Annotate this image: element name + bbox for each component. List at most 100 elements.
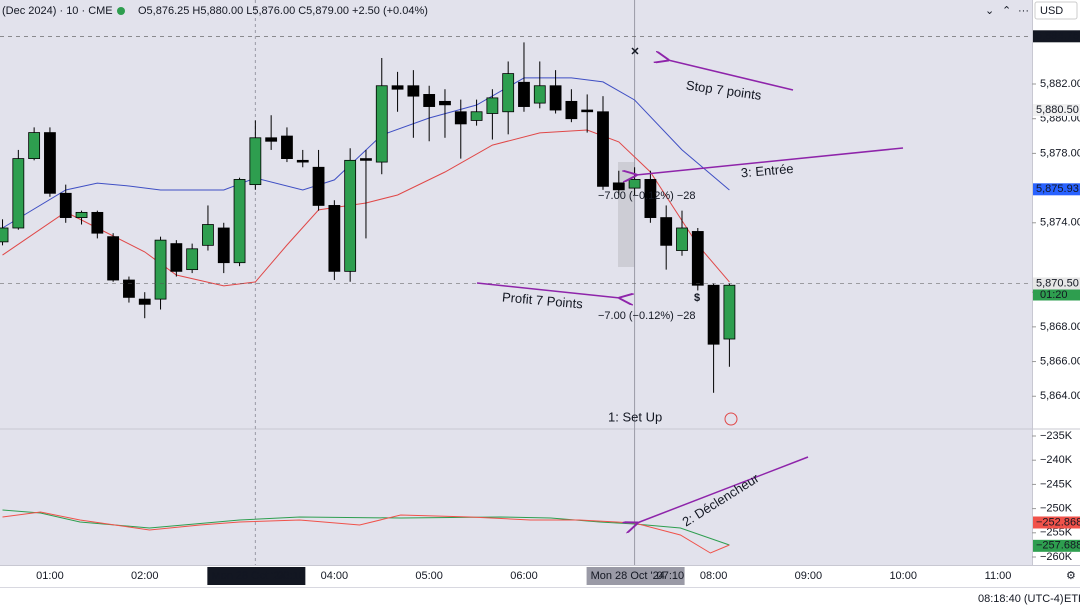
candle-body (486, 97, 499, 114)
candle-body (597, 111, 609, 187)
x-tick-label: 06:00 (510, 570, 538, 582)
dollar-marker: $ (694, 292, 700, 304)
candle-body (628, 179, 641, 189)
price-badge (1033, 516, 1080, 529)
y-tick-label: 5,882.00 (1040, 78, 1080, 90)
candle-body (375, 85, 388, 163)
candle-body (154, 239, 167, 300)
candle-body (676, 227, 688, 251)
price-badge-label: −252.868K (1036, 516, 1080, 528)
crosshair-label-bg (586, 567, 685, 585)
price-badge (1033, 277, 1080, 290)
candle-body (138, 298, 151, 305)
measure-label: −7.00 (−0.12%) −28 (598, 190, 696, 202)
candle-body (518, 81, 530, 107)
candle-body (423, 94, 436, 107)
candle-body (502, 73, 515, 113)
y-tick-label: −255K (1040, 527, 1073, 539)
time-axis-background (0, 565, 1080, 587)
currency-label[interactable]: USD (1040, 5, 1063, 17)
crosshair-time: 03:10 (277, 570, 305, 582)
x-tick-label: 11:00 (985, 570, 1012, 582)
stop-marker: ✕ (630, 46, 639, 58)
currency-select[interactable] (1034, 1, 1078, 20)
y-tick-label: −240K (1040, 454, 1073, 466)
candle-body (391, 85, 404, 90)
price-badge-label: 5,880.50 (1036, 104, 1079, 116)
x-tick-label: 05:00 (415, 570, 443, 582)
candle-body (217, 227, 230, 264)
y-tick-label: 5,866.00 (1040, 355, 1080, 367)
candle-body (12, 158, 25, 229)
symbol-info[interactable]: (Dec 2024) · 10 · CME (2, 5, 113, 17)
price-badge-label: 5,884.75 (1036, 30, 1079, 42)
x-tick-label: 01:00 (36, 570, 64, 582)
candle-body (439, 100, 451, 106)
arrow-profit (476, 282, 620, 298)
measure-label: −7.00 (−0.12%) −28 (598, 310, 696, 322)
candle-body (91, 211, 104, 234)
x-tick-label: 02:00 (131, 570, 159, 582)
price-badge-label: −257.688K (1036, 540, 1080, 552)
candle-body (612, 182, 625, 191)
chart-background (0, 0, 1032, 565)
y-tick-label: 5,864.00 (1040, 390, 1080, 402)
y-tick-label: 5,874.00 (1040, 217, 1080, 229)
price-badge (1033, 104, 1080, 117)
crosshair-label-bg (207, 567, 306, 585)
countdown-badge (1033, 289, 1080, 301)
price-badge (1033, 183, 1080, 196)
line-series (2, 511, 730, 554)
candle-body (344, 159, 357, 272)
candle-body (28, 132, 41, 160)
candle-body (233, 179, 246, 264)
candle-body (265, 137, 278, 142)
candle-body (123, 279, 135, 298)
status-dot (117, 7, 125, 15)
candle-body (644, 179, 657, 218)
status-bar (0, 587, 1080, 608)
candle-body (296, 159, 309, 163)
event-marker[interactable] (724, 412, 738, 426)
marks-layer: 5,884.75 5,880.50 5,875.93 5,870.5001:20 5,8… (0, 30, 1080, 554)
price-badge (1033, 30, 1080, 43)
clock: 08:18:40 (UTC-4) (978, 593, 1064, 605)
candle-body (107, 236, 120, 281)
candle-body (707, 284, 720, 345)
candle-body (328, 205, 341, 272)
range-highlight (618, 162, 635, 267)
candle-body (470, 111, 483, 121)
candle-body (202, 224, 214, 246)
session[interactable]: ETH (1064, 593, 1080, 605)
y-tick-label: 5,868.00 (1040, 321, 1080, 333)
candle-body (170, 243, 183, 272)
y-tick-label: −250K (1040, 503, 1073, 515)
candle-body (44, 132, 56, 194)
y-tick-label: −245K (1040, 478, 1073, 490)
candle-body (249, 137, 262, 186)
crosshair-time: 07:10 (657, 570, 685, 582)
annotation: 1: Set Up (608, 409, 662, 424)
x-tick-label: 08:00 (700, 570, 728, 582)
candle-body (454, 111, 467, 125)
price-badge-label: 5,870.50 (1036, 277, 1079, 289)
candle-body (186, 248, 199, 271)
arrow-down-button[interactable]: ⌄ (985, 5, 994, 17)
x-tick-label: 10:00 (889, 570, 917, 582)
y-tick-label: 5,878.00 (1040, 147, 1080, 159)
menu-button[interactable]: ··· (1018, 5, 1029, 17)
countdown-label: 01:20 (1040, 289, 1068, 301)
candle-body (549, 85, 562, 111)
line-series (2, 77, 730, 229)
y-tick-label: −260K (1040, 551, 1073, 563)
arrow-trigger (637, 456, 809, 523)
arrow-up-button[interactable]: ⌃ (1002, 5, 1011, 17)
settings-button[interactable]: ⚙ (1066, 570, 1076, 582)
candle-body (59, 192, 72, 218)
candle-body (407, 85, 420, 97)
candle-body (0, 227, 9, 243)
crosshair-date: Mon 28 Oct '24 (591, 570, 665, 582)
arrow-entry (636, 147, 904, 175)
candle-body (281, 135, 293, 160)
